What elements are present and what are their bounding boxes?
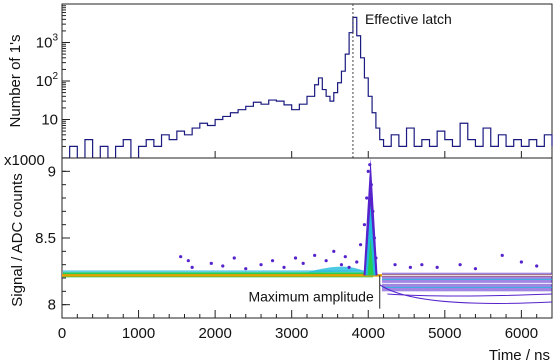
scatter-point	[190, 265, 194, 269]
x-tick-label: 1000	[122, 325, 155, 342]
scatter-point	[259, 263, 263, 267]
scatter-point	[244, 267, 248, 271]
x-tick-label: 4000	[352, 325, 385, 342]
scatter-point	[209, 261, 213, 265]
decay-trace	[387, 293, 553, 297]
scatter-point	[420, 263, 424, 267]
y-tick-label: 8	[48, 297, 56, 314]
scatter-point	[186, 259, 190, 263]
scatter-point	[347, 265, 351, 269]
scatter-point	[372, 236, 376, 240]
scatter-point	[358, 243, 363, 247]
scatter-point	[362, 223, 367, 227]
scatter-point	[473, 267, 478, 271]
x-tick-label: 2000	[198, 325, 231, 342]
scatter-point	[535, 264, 539, 268]
scatter-point	[519, 260, 523, 264]
scatter-point	[365, 196, 369, 200]
bottom-scatter-panel: 0 1000 2000 3000 4000 5000 6000 8 8.5 9 x1000 Max…	[4, 152, 553, 364]
y-tick-label: 9	[48, 163, 56, 180]
bottom-y-axis-title: Signal / ADC counts	[9, 173, 26, 306]
scatter-point	[282, 265, 286, 269]
scatter-point	[374, 256, 378, 260]
y-tick-label: 8.5	[35, 230, 56, 247]
scatter-point	[221, 264, 225, 268]
scatter-point	[293, 256, 298, 260]
scatter-point	[313, 253, 317, 257]
y-multiplier-label: x1000	[4, 152, 45, 169]
signal-spike-core	[367, 238, 374, 276]
x-axis-title: Time / ns	[489, 347, 550, 364]
x-tick-label: 5000	[428, 325, 461, 342]
x-tick-label: 0	[58, 325, 66, 342]
effective-latch-label: Effective latch	[365, 11, 452, 27]
scatter-point	[435, 265, 439, 269]
undershoot-region	[382, 272, 552, 292]
decay-trace	[379, 284, 553, 304]
scatter-point	[408, 265, 412, 269]
scatter-point	[369, 183, 373, 187]
mid-band	[63, 270, 374, 273]
scatter-point	[270, 259, 275, 263]
scatter-point	[324, 259, 328, 263]
scatter-point	[368, 163, 372, 167]
x-tick-label: 3000	[275, 325, 308, 342]
scatter-point	[179, 255, 183, 259]
scatter-point	[371, 209, 375, 213]
scatter-point	[366, 169, 370, 173]
scatter-point	[393, 263, 397, 267]
top-histogram-line	[62, 16, 553, 159]
scatter-point	[332, 249, 336, 253]
scatter-point	[339, 263, 344, 267]
scatter-point	[355, 260, 359, 264]
top-y-tick-label: 10	[41, 112, 58, 129]
scatter-point	[301, 261, 305, 265]
scatter-point	[500, 253, 504, 257]
x-tick-label: 6000	[505, 325, 538, 342]
scatter-point	[232, 256, 236, 260]
top-y-axis-title: Number of 1's	[7, 35, 24, 128]
maximum-amplitude-label: Maximum amplitude	[248, 288, 373, 304]
scatter-point	[343, 255, 347, 259]
scatter-point	[458, 263, 462, 267]
